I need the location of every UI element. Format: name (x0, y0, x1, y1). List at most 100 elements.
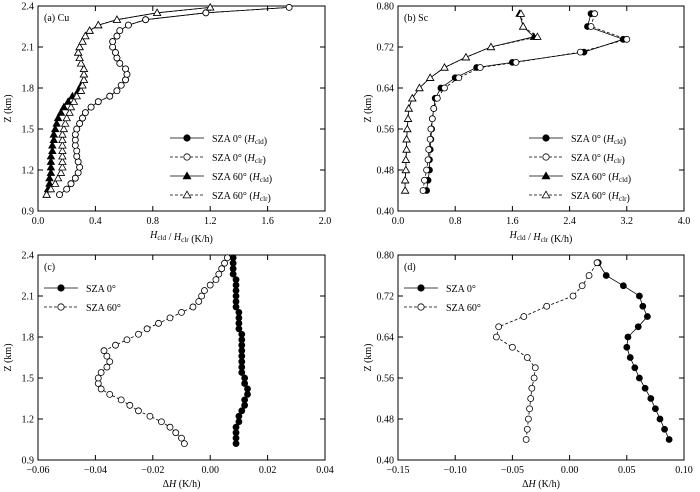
data-point (112, 15, 122, 23)
legend-label-part: ) (628, 174, 631, 185)
series-line (46, 7, 211, 195)
legend: SZA 0° (Hcld)SZA 0° (Hclr)SZA 60° (Hcld)… (170, 134, 272, 204)
legend-label-part: ) (268, 193, 271, 204)
data-point (224, 254, 231, 262)
panel-label: (a) Cu (44, 13, 69, 24)
legend-label-sub: clr (255, 157, 263, 165)
series-line (46, 7, 211, 195)
data-point (400, 186, 410, 194)
data-point (441, 84, 448, 92)
x-axis-label: Hcld / Hclr (K/h) (149, 230, 213, 245)
legend: SZA 0° SZA 60° (44, 284, 121, 314)
data-point (58, 162, 67, 171)
data-point (143, 325, 151, 333)
y-tick-label: 0.72 (377, 292, 395, 303)
panel-d: −0.15 −0.10 −0.05 0.00 0.05 0.10 0.40 0.48 0.56 0… (363, 251, 693, 491)
data-point (180, 440, 188, 448)
data-point (146, 412, 154, 420)
legend-label-h: H (606, 134, 615, 145)
data-point (520, 313, 528, 320)
data-point (587, 23, 595, 30)
data-point (79, 75, 89, 83)
x-axis-label-sub: clr (181, 236, 189, 244)
data-point (53, 173, 63, 182)
data-point (455, 74, 463, 82)
data-point (113, 87, 121, 95)
y-axis-label: Z (km) (363, 94, 374, 122)
data-point (123, 336, 131, 344)
data-point (52, 119, 61, 127)
legend-label-part: SZA 60° (86, 303, 121, 314)
data-point (403, 124, 412, 133)
legend-label: SZA 60° (Hclr) (212, 191, 271, 204)
data-point (103, 363, 111, 371)
data-point (75, 42, 84, 51)
data-point (516, 9, 526, 17)
data-point (76, 120, 84, 127)
legend-marker (541, 190, 551, 199)
y-axis-label: Z (km) (3, 94, 14, 122)
data-point (73, 147, 81, 155)
x-axis-label-part: Δ (163, 479, 170, 490)
data-point (78, 80, 87, 89)
x-tick-label: 0.00 (201, 465, 219, 476)
x-axis-label-h: H (149, 230, 158, 241)
legend-label: SZA 0° (Hcld) (212, 134, 267, 147)
x-axis-label-h: H (168, 479, 177, 490)
data-point (158, 418, 165, 426)
x-tick-label: 0.00 (561, 465, 579, 476)
legend-label-sub: clr (614, 157, 622, 165)
data-point (523, 354, 531, 361)
legend-marker (57, 303, 65, 311)
legend: SZA 0° (Hcld)SZA 0° (Hclr)SZA 60° (Hcld)… (529, 134, 631, 204)
legend-label-sub: cld (614, 138, 623, 146)
legend-label-part: SZA 0° (86, 284, 116, 295)
legend-label-part: ) (623, 136, 626, 147)
data-point (97, 369, 105, 376)
data-point (652, 405, 659, 413)
y-axis-label: Z (km) (3, 343, 14, 371)
data-point (526, 405, 533, 413)
legend-label-sub: cld (619, 176, 628, 184)
legend-label-part: ) (264, 136, 267, 147)
legend-label-h: H (252, 172, 261, 183)
y-tick-label: 2.4 (22, 251, 35, 262)
x-tick-label: 0.02 (259, 465, 277, 476)
data-point (528, 384, 536, 392)
data-point (218, 265, 226, 273)
plot-frame (397, 254, 685, 461)
data-point (486, 42, 496, 51)
data-point (71, 131, 79, 138)
data-point (461, 52, 471, 61)
data-point (543, 302, 551, 310)
y-tick-label: 0.72 (377, 43, 395, 54)
data-point (100, 347, 108, 355)
data-point (492, 333, 500, 341)
panel-label: (b) Sc (404, 13, 429, 24)
y-tick-label: 0.48 (377, 415, 395, 426)
data-point (58, 130, 67, 138)
data-point (106, 92, 114, 100)
data-point (430, 105, 438, 112)
data-point (402, 145, 411, 153)
data-point (58, 140, 67, 149)
data-point (569, 292, 577, 300)
x-tick-label: 1.6 (261, 216, 274, 227)
data-point (59, 124, 69, 133)
x-tick-label: 2.0 (319, 216, 332, 227)
legend-label: SZA 0° (446, 284, 476, 295)
data-point (476, 64, 484, 71)
legend-label-part: ) (269, 174, 272, 185)
data-point (135, 407, 142, 415)
data-point (425, 73, 435, 81)
legend-label-part: ) (627, 193, 630, 204)
data-point (408, 93, 417, 102)
series-line (404, 13, 539, 191)
data-point (402, 134, 411, 143)
data-point (623, 35, 631, 43)
data-point (117, 81, 125, 89)
data-point (117, 396, 125, 404)
data-point (62, 113, 71, 122)
data-point (122, 65, 129, 73)
